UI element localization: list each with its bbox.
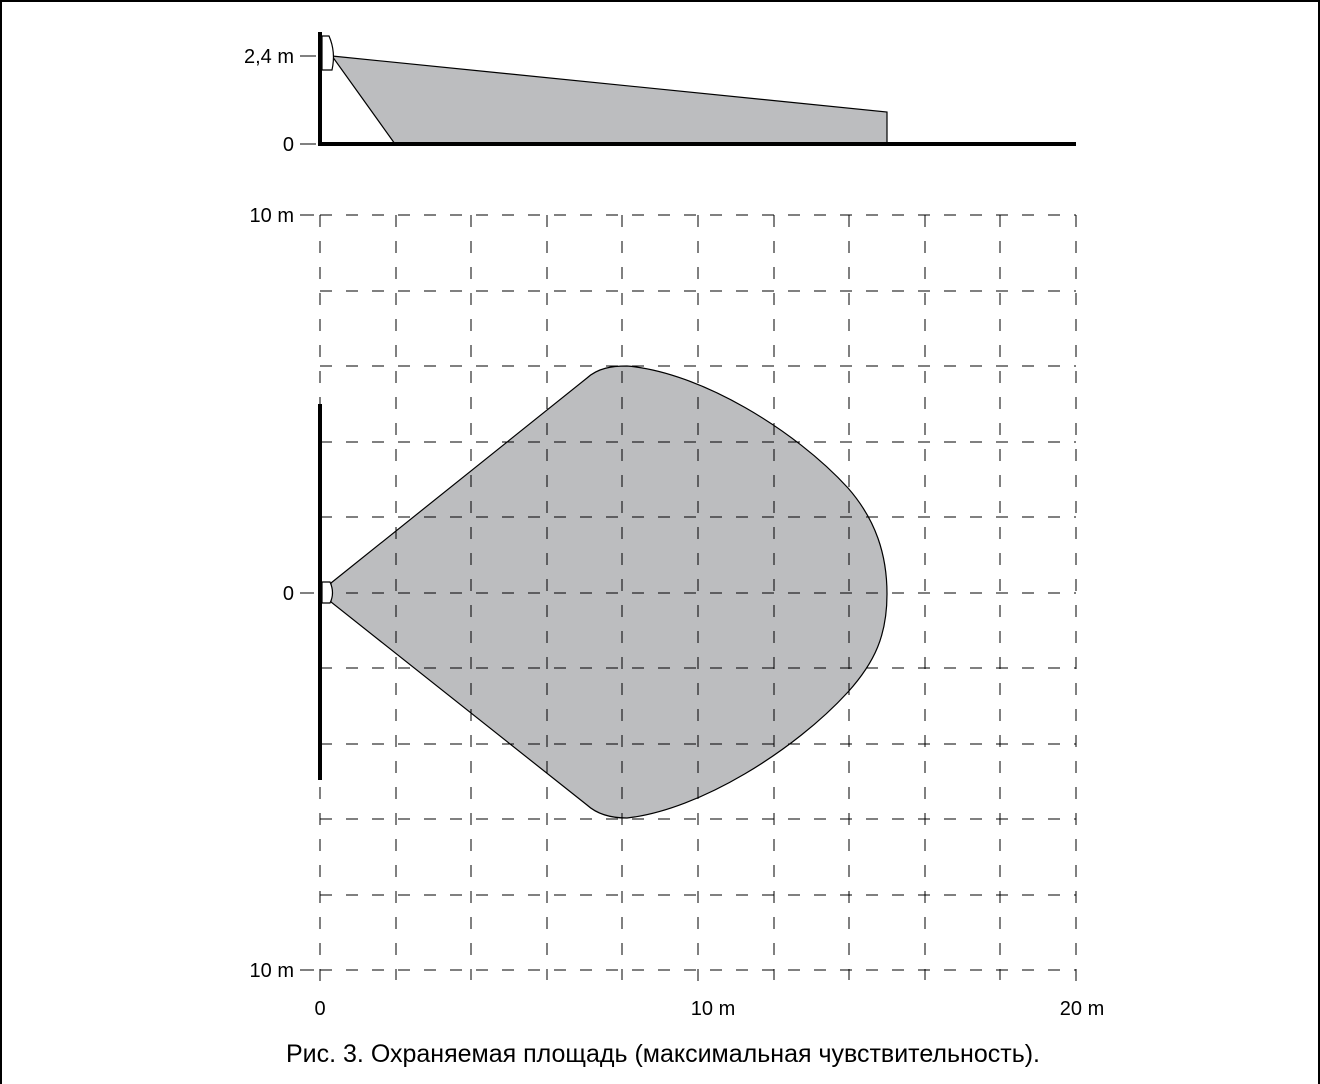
side-view-y-label-bottom: 0 <box>283 134 294 156</box>
top-view-y-label-bottom: 10 m <box>250 960 294 982</box>
top-view-y-label-middle: 0 <box>283 583 294 605</box>
side-view: 2,4 m 0 <box>244 32 1076 156</box>
figure-caption: Рис. 3. Охраняемая площадь (максимальная… <box>286 1040 1040 1068</box>
top-view-x-label-left: 0 <box>314 998 325 1020</box>
top-view: 10 m 0 10 m 0 10 m 20 m <box>250 205 1105 1020</box>
top-view-coverage-zone <box>330 365 888 819</box>
top-view-x-label-middle: 10 m <box>691 998 735 1020</box>
side-view-coverage-zone <box>330 55 888 145</box>
grid <box>319 214 1077 990</box>
top-view-x-label-right: 20 m <box>1060 998 1104 1020</box>
detector-icon-top <box>321 581 334 604</box>
detector-icon-side <box>321 35 335 71</box>
top-view-y-label-top: 10 m <box>250 205 294 227</box>
side-view-y-label-top: 2,4 m <box>244 46 294 68</box>
